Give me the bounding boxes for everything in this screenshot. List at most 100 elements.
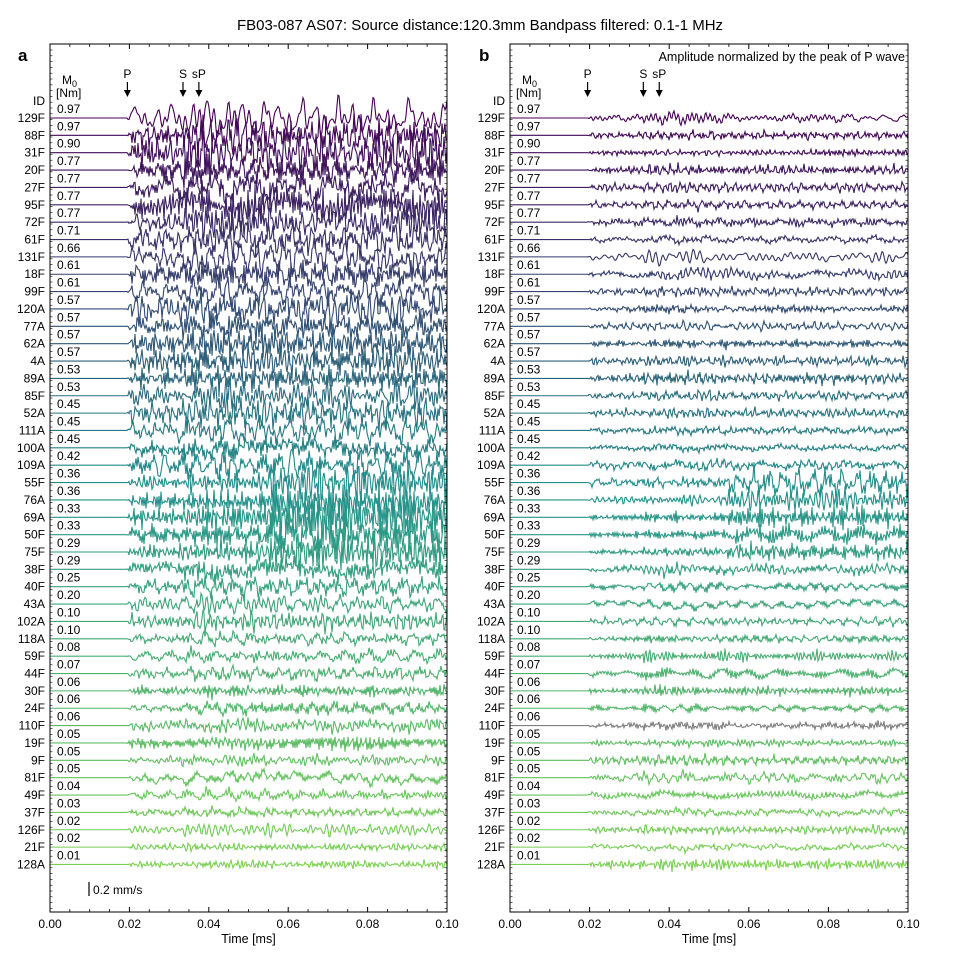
trace-69A xyxy=(510,502,908,531)
trace-m0-label: 0.04 xyxy=(517,779,541,793)
trace-24F xyxy=(510,702,908,715)
m0-header: M0 xyxy=(522,73,537,89)
trace-m0-label: 0.66 xyxy=(517,241,541,255)
trace-m0-label: 0.45 xyxy=(517,397,541,411)
trace-id-label: 61F xyxy=(484,233,505,247)
trace-81F xyxy=(510,769,908,787)
trace-61F xyxy=(50,219,447,261)
trace-m0-label: 0.10 xyxy=(57,605,81,619)
trace-id-label: 77A xyxy=(484,319,505,333)
trace-m0-label: 0.01 xyxy=(57,848,81,862)
trace-id-label: 72F xyxy=(484,215,505,229)
trace-id-label: 128A xyxy=(477,857,505,871)
trace-20F xyxy=(50,151,447,189)
trace-id-label: 18F xyxy=(484,267,505,281)
phase-marker-label: S xyxy=(179,67,187,81)
trace-m0-label: 0.08 xyxy=(517,640,541,654)
trace-m0-label: 0.45 xyxy=(57,414,81,428)
trace-id-label: 43A xyxy=(484,597,505,611)
trace-id-label: 37F xyxy=(484,805,505,819)
trace-43A xyxy=(50,591,447,616)
x-tick-label: 0.06 xyxy=(737,917,761,931)
trace-m0-label: 0.06 xyxy=(517,710,541,724)
trace-m0-label: 0.10 xyxy=(517,623,541,637)
trace-id-label: 99F xyxy=(24,285,45,299)
trace-id-label: 75F xyxy=(484,545,505,559)
trace-100A xyxy=(50,434,447,463)
phase-marker-arrowhead xyxy=(639,90,647,97)
trace-61F xyxy=(510,233,908,247)
trace-128A xyxy=(510,857,908,873)
trace-30F xyxy=(50,684,447,701)
x-tick-label: 0.10 xyxy=(896,917,920,931)
trace-111A xyxy=(510,424,908,438)
trace-m0-label: 0.25 xyxy=(57,571,81,585)
trace-31F xyxy=(510,147,908,159)
x-tick-label: 0.08 xyxy=(356,917,380,931)
trace-50F xyxy=(510,522,908,546)
trace-109A xyxy=(510,457,908,473)
trace-id-label: 88F xyxy=(484,128,505,142)
trace-m0-label: 0.06 xyxy=(57,692,81,706)
phase-marker-arrowhead xyxy=(195,90,203,97)
trace-m0-label: 0.06 xyxy=(57,710,81,724)
phase-marker-label: sP xyxy=(192,67,206,81)
trace-89A xyxy=(510,369,908,387)
trace-m0-label: 0.10 xyxy=(57,623,81,637)
trace-id-label: 52A xyxy=(484,406,505,420)
trace-m0-label: 0.45 xyxy=(517,414,541,428)
trace-109A xyxy=(50,447,447,482)
m0-header-subscript: 0 xyxy=(532,79,537,89)
traces-group xyxy=(50,94,447,871)
trace-76A xyxy=(510,486,908,513)
trace-111A xyxy=(50,410,447,447)
m0-header: M0 xyxy=(62,73,77,89)
trace-id-label: 89A xyxy=(484,371,505,385)
trace-18F xyxy=(510,265,908,282)
trace-m0-label: 0.07 xyxy=(517,658,541,672)
trace-id-label: 69A xyxy=(484,510,505,524)
trace-100A xyxy=(510,441,908,455)
trace-m0-label: 0.36 xyxy=(517,467,541,481)
trace-50F xyxy=(50,510,447,560)
trace-59F xyxy=(50,645,447,666)
trace-62A xyxy=(50,323,447,361)
trace-id-label: 88F xyxy=(24,128,45,142)
trace-m0-label: 0.33 xyxy=(517,501,541,515)
id-header: ID xyxy=(493,94,505,108)
trace-id-label: 100A xyxy=(17,441,45,455)
trace-id-label: 38F xyxy=(24,562,45,576)
trace-m0-label: 0.57 xyxy=(57,345,81,359)
trace-id-label: 126F xyxy=(18,823,45,837)
trace-40F xyxy=(510,579,908,593)
trace-38F xyxy=(50,554,447,584)
trace-id-label: 77A xyxy=(24,319,45,333)
trace-m0-label: 0.57 xyxy=(57,293,81,307)
trace-id-label: 109A xyxy=(477,458,505,472)
trace-id-label: 131F xyxy=(18,250,45,264)
trace-m0-label: 0.57 xyxy=(57,310,81,324)
trace-m0-label: 0.05 xyxy=(517,727,541,741)
trace-99F xyxy=(510,285,908,298)
trace-id-label: 72F xyxy=(24,215,45,229)
trace-128A xyxy=(50,858,447,871)
trace-27F xyxy=(50,169,447,208)
trace-id-label: 31F xyxy=(24,146,45,160)
traces-group xyxy=(510,109,908,873)
trace-62A xyxy=(510,337,908,351)
trace-72F xyxy=(510,215,908,229)
trace-m0-label: 0.05 xyxy=(517,762,541,776)
trace-id-label: 18F xyxy=(24,267,45,281)
trace-m0-label: 0.33 xyxy=(57,501,81,515)
trace-37F xyxy=(510,805,908,819)
trace-m0-label: 0.97 xyxy=(517,102,541,116)
trace-89A xyxy=(50,363,447,397)
trace-id-label: 128A xyxy=(17,857,45,871)
trace-m0-label: 0.61 xyxy=(517,276,541,290)
trace-m0-label: 0.06 xyxy=(57,675,81,689)
trace-m0-label: 0.57 xyxy=(517,293,541,307)
trace-id-label: 30F xyxy=(484,684,505,698)
trace-id-label: 49F xyxy=(484,788,505,802)
trace-id-label: 111A xyxy=(19,423,45,437)
trace-id-label: 131F xyxy=(478,250,505,264)
